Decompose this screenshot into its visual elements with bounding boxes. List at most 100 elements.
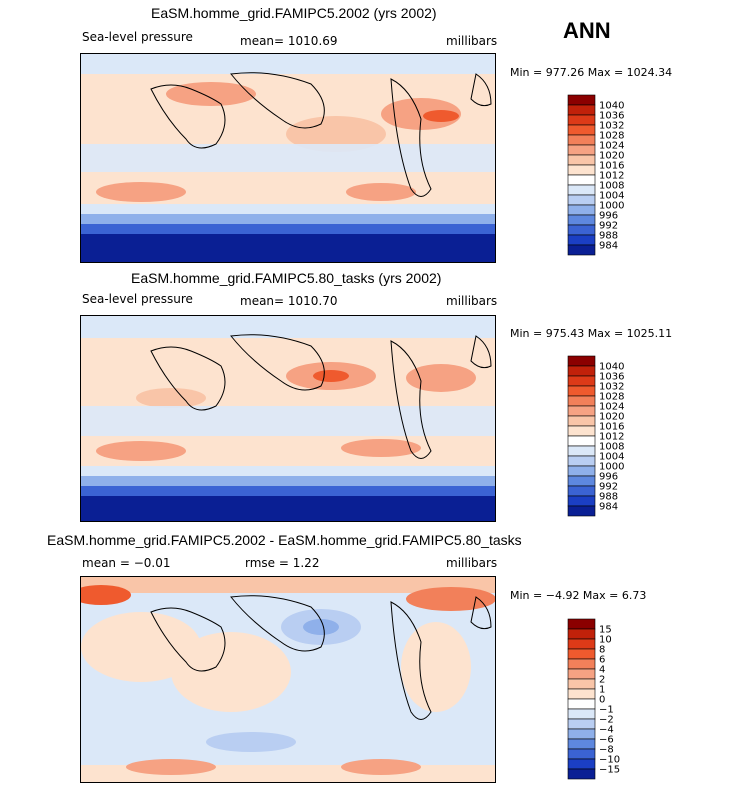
legend-swatch (567, 385, 596, 397)
legend-tick-label: 1040 (599, 362, 624, 373)
legend-tick-label: −8 (599, 745, 614, 756)
legend-swatch (567, 465, 596, 477)
panel-3-units: millibars (446, 556, 498, 570)
panel-2-units: millibars (446, 294, 498, 308)
legend-tick-label: 988 (599, 231, 618, 242)
legend-tick-label: 984 (599, 241, 618, 252)
legend-swatch (567, 748, 596, 760)
legend-swatch (567, 194, 596, 206)
panel-1-minmax: Min = 977.26 Max = 1024.34 (510, 66, 673, 79)
legend-tick-label: 1008 (599, 442, 624, 453)
legend-swatch (567, 688, 596, 700)
legend-tick-label: 1036 (599, 111, 624, 122)
season-label: ANN (563, 18, 611, 43)
legend-tick-label: 1016 (599, 161, 624, 172)
legend-swatch (567, 728, 596, 740)
legend-tick-label: 1000 (599, 462, 624, 473)
legend-swatch (567, 495, 596, 507)
legend-swatch (567, 638, 596, 650)
legend-tick-label: 988 (599, 492, 618, 503)
legend-tick-label: −4 (599, 725, 614, 736)
legend-tick-label: 1032 (599, 121, 624, 132)
legend-tick-label: −15 (599, 765, 620, 776)
panel-2-variable: Sea-level pressure (82, 292, 193, 306)
legend-swatch (567, 134, 596, 146)
legend-swatch (567, 415, 596, 427)
legend-tick-label: 1024 (599, 402, 624, 413)
legend-swatch (567, 445, 596, 457)
legend-swatch (567, 365, 596, 377)
legend-swatch (567, 698, 596, 710)
legend-tick-label: 15 (599, 625, 612, 636)
legend-swatch (567, 114, 596, 126)
legend-swatch (567, 204, 596, 216)
legend-swatch (567, 144, 596, 156)
legend-tick-label: 1008 (599, 181, 624, 192)
legend-swatch (567, 758, 596, 770)
legend-tick-label: 1012 (599, 432, 624, 443)
legend-tick-label: 8 (599, 645, 605, 656)
legend-swatch (567, 214, 596, 226)
legend-tick-label: 1020 (599, 151, 624, 162)
panel-2-legend: 1040 1036 1032 1028 1024 1020 1016 1012 1008 1004… (566, 354, 646, 529)
legend-tick-label: 1 (599, 685, 605, 696)
legend-swatch (567, 678, 596, 690)
legend-swatch (567, 405, 596, 417)
panel-2-minmax: Min = 975.43 Max = 1025.11 (510, 327, 673, 340)
legend-tick-label: 1028 (599, 131, 624, 142)
legend-swatch (567, 435, 596, 447)
legend-tick-label: 1012 (599, 171, 624, 182)
legend-tick-label: 996 (599, 211, 618, 222)
legend-tick-label: 0 (599, 695, 605, 706)
panel-3-rmse: rmse = 1.22 (245, 556, 320, 570)
legend-swatch (567, 234, 596, 246)
panel-2-map (80, 315, 496, 522)
legend-swatch (567, 475, 596, 487)
legend-swatch (567, 124, 596, 136)
legend-swatch (567, 94, 596, 106)
legend-swatch (567, 104, 596, 116)
panel-1-mean: mean= 1010.69 (240, 34, 338, 48)
legend-swatch (567, 355, 596, 367)
panel-3-mean: mean = −0.01 (82, 556, 171, 570)
legend-tick-label: −10 (599, 755, 620, 766)
legend-swatch (567, 154, 596, 166)
legend-tick-label: 992 (599, 482, 618, 493)
legend-tick-label: 992 (599, 221, 618, 232)
legend-tick-label: 1032 (599, 382, 624, 393)
legend-swatch (567, 618, 596, 630)
legend-tick-label: 1024 (599, 141, 624, 152)
legend-tick-label: 1036 (599, 372, 624, 383)
legend-tick-label: −2 (599, 715, 614, 726)
legend-swatch (567, 658, 596, 670)
legend-swatch (567, 648, 596, 660)
panel-3-map (80, 576, 496, 783)
legend-tick-label: 1000 (599, 201, 624, 212)
legend-tick-label: −6 (599, 735, 614, 746)
legend-tick-label: 1016 (599, 422, 624, 433)
legend-swatch (567, 718, 596, 730)
legend-swatch (567, 425, 596, 437)
legend-tick-label: 4 (599, 665, 605, 676)
panel-3-legend: 15 10 8 6 4 2 1 0 −1 −2 −4 −6 −8 −10 −15 (566, 617, 646, 792)
legend-swatch (567, 395, 596, 407)
legend-tick-label: 10 (599, 635, 612, 646)
panel-2-title: EaSM.homme_grid.FAMIPC5.80_tasks (yrs 20… (131, 270, 442, 286)
legend-tick-label: 1020 (599, 412, 624, 423)
panel-3-title: EaSM.homme_grid.FAMIPC5.2002 - EaSM.homm… (47, 532, 522, 548)
panel-1-units: millibars (446, 34, 498, 48)
legend-swatch (567, 505, 596, 517)
legend-tick-label: 984 (599, 502, 618, 513)
panel-3-minmax: Min = −4.92 Max = 6.73 (510, 589, 647, 602)
panel-1-map (80, 53, 496, 263)
legend-swatch (567, 244, 596, 256)
legend-tick-label: 1004 (599, 452, 624, 463)
legend-swatch (567, 708, 596, 720)
panel-2-mean: mean= 1010.70 (240, 294, 338, 308)
legend-swatch (567, 485, 596, 497)
legend-swatch (567, 184, 596, 196)
panel-1-legend: 1040 1036 1032 1028 1024 1020 1016 1012 1008 1004… (566, 93, 646, 268)
legend-tick-label: 6 (599, 655, 605, 666)
panel-1-variable: Sea-level pressure (82, 30, 193, 44)
legend-tick-label: 1040 (599, 101, 624, 112)
